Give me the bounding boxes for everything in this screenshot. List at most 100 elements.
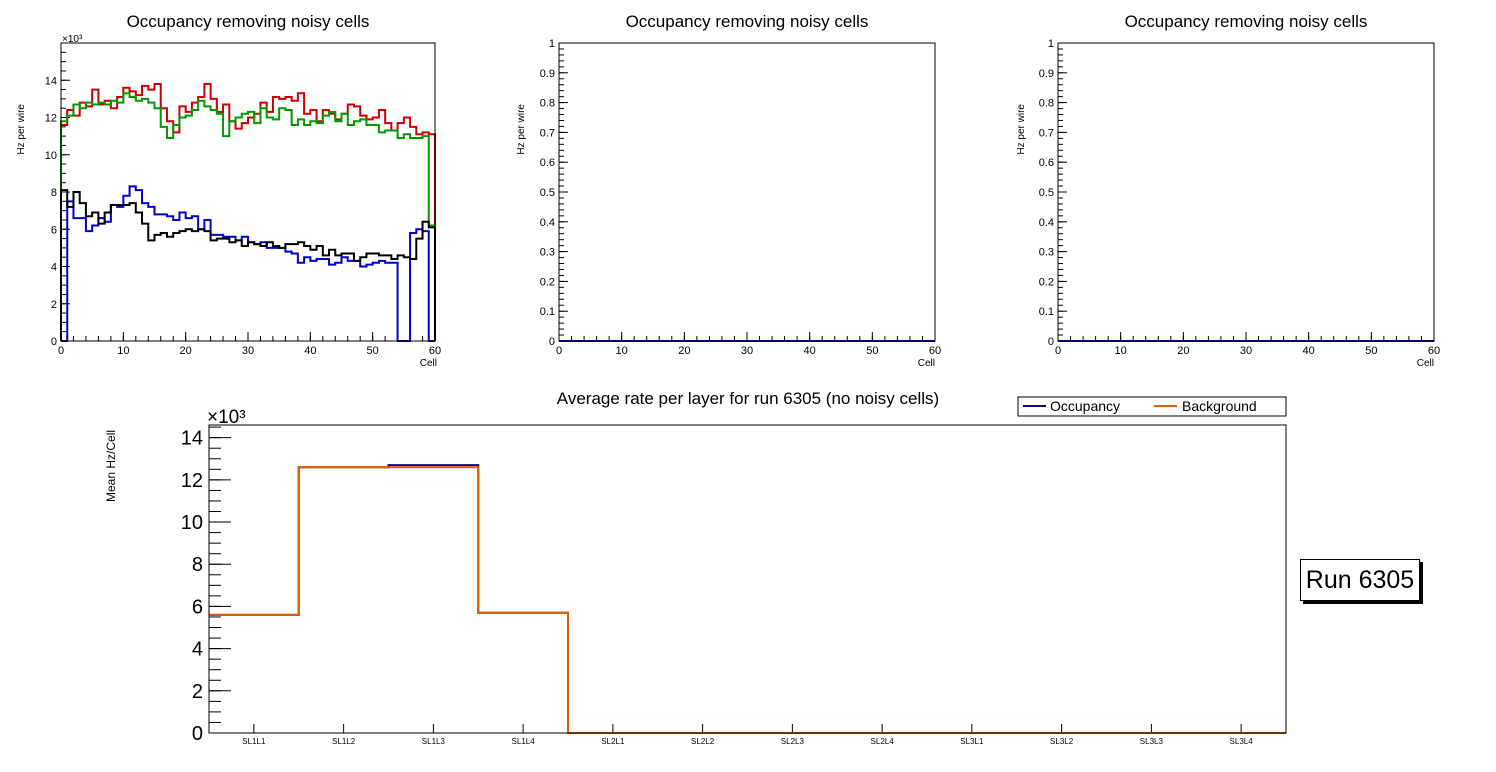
y-tick-label: 4 (51, 262, 57, 274)
y-tick-label: 0.5 (540, 187, 555, 199)
y-tick-label: 0.2 (1039, 276, 1054, 288)
plot-area: 00.10.20.30.40.50.60.70.80.910 10 20 30 40 50… (540, 38, 941, 357)
y-tick-label: 1 (549, 38, 555, 50)
x-tick-label: SL1L1 (242, 737, 266, 746)
y-axis-label: Hz per wire (16, 104, 27, 155)
y-tick-label: 0.8 (540, 98, 555, 110)
x-tick-label: SL3L1 (960, 737, 984, 746)
y-tick-label: 6 (192, 596, 203, 618)
x-tick-label: SL1L4 (512, 737, 536, 746)
y-tick-label: 10 (181, 512, 203, 534)
x-tick-label: SL2L2 (691, 737, 715, 746)
series-line-occupancy (209, 464, 1286, 734)
y-exponent-label: ×10³ (62, 34, 83, 45)
y-tick-label: 0.4 (1039, 217, 1054, 229)
x-tick-label: 50 (367, 345, 379, 357)
x-tick-label: SL3L2 (1050, 737, 1074, 746)
x-tick-label: 10 (616, 345, 628, 357)
x-tick-label: 0 (58, 345, 64, 357)
x-tick-label: 50 (1365, 345, 1377, 357)
series-line-l1 (60, 82, 436, 341)
y-tick-label: 0.1 (540, 306, 555, 318)
legend-label-background: Background (1182, 398, 1257, 414)
x-tick-label: 0 (556, 345, 562, 357)
x-tick-label: 50 (866, 345, 878, 357)
panel-3: Occupancy removing noisy cells Hz per wi… (1016, 12, 1440, 369)
y-tick-label: 0.3 (540, 247, 555, 259)
x-tick-label: SL1L3 (422, 737, 446, 746)
series-line-l4 (60, 189, 436, 341)
x-tick-label: 60 (429, 345, 441, 357)
plot-frame (558, 42, 936, 342)
x-axis-label: Cell (420, 358, 437, 369)
y-axis-label: Mean Hz/Cell (104, 430, 118, 502)
plot-area: 0 2 4 6 8 10 12 14 SL1L1 SL1L2 SL1L3 SL1L4 SL2L1 SL2L… (181, 426, 1286, 746)
y-tick-label: 12 (181, 470, 203, 492)
x-tick-label: 10 (117, 345, 129, 357)
y-tick-label: 1 (1048, 38, 1054, 50)
y-tick-label: 0.1 (1039, 306, 1054, 318)
x-tick-label: 20 (1177, 345, 1189, 357)
chart-title: Average rate per layer for run 6305 (no … (557, 389, 939, 408)
y-axis-label: Hz per wire (1016, 104, 1027, 155)
x-tick-label: SL1L2 (332, 737, 356, 746)
y-exponent-label: ×10³ (207, 407, 246, 428)
series-line-l3 (61, 185, 435, 342)
plot-frame (60, 42, 436, 342)
y-tick-label: 0.9 (540, 68, 555, 80)
y-tick-label: 2 (192, 681, 203, 703)
panel-1: Occupancy removing noisy cells Hz per wi… (16, 12, 441, 369)
y-tick-label: 0 (1048, 336, 1054, 348)
y-tick-label: 0.2 (540, 276, 555, 288)
plot-frame (208, 424, 1287, 734)
x-tick-label: 40 (1303, 345, 1315, 357)
y-tick-label: 0.8 (1039, 98, 1054, 110)
y-tick-label: 0.9 (1039, 68, 1054, 80)
y-tick-label: 14 (181, 428, 203, 450)
y-tick-label: 0 (192, 723, 203, 745)
x-axis-label: Cell (918, 358, 935, 369)
y-tick-label: 0.7 (1039, 127, 1054, 139)
y-tick-label: 0.6 (1039, 157, 1054, 169)
chart-title: Occupancy removing noisy cells (127, 12, 370, 31)
y-tick-label: 0.5 (1039, 187, 1054, 199)
y-tick-label: 0.4 (540, 217, 555, 229)
plot-area: 00.10.20.30.40.50.60.70.80.910 10 20 30 40 50… (1039, 38, 1440, 357)
x-tick-label: SL3L3 (1140, 737, 1164, 746)
chart-title: Occupancy removing noisy cells (1125, 12, 1368, 31)
series-line-background (209, 466, 1286, 734)
x-tick-label: 40 (304, 345, 316, 357)
y-tick-label: 6 (51, 224, 57, 236)
run-label-box: Run 6305 (1300, 559, 1420, 601)
legend-label-occupancy: Occupancy (1050, 398, 1120, 414)
y-tick-label: 0.3 (1039, 247, 1054, 259)
x-tick-label: 60 (929, 345, 941, 357)
legend-box (1017, 396, 1287, 417)
x-tick-label: 30 (1240, 345, 1252, 357)
y-axis-label: Hz per wire (516, 104, 527, 155)
y-tick-label: 14 (45, 75, 57, 87)
x-tick-label: 10 (1115, 345, 1127, 357)
legend: Occupancy Background (1017, 396, 1287, 417)
y-tick-label: 2 (51, 299, 57, 311)
y-tick-label: 0 (51, 336, 57, 348)
x-tick-label: SL2L4 (871, 737, 895, 746)
x-tick-label: 30 (741, 345, 753, 357)
y-tick-label: 0.7 (540, 127, 555, 139)
chart-title: Occupancy removing noisy cells (626, 12, 869, 31)
x-tick-label: 60 (1428, 345, 1440, 357)
y-tick-label: 10 (45, 150, 57, 162)
x-tick-label: 40 (804, 345, 816, 357)
x-tick-label: SL2L1 (601, 737, 625, 746)
x-tick-label: 20 (180, 345, 192, 357)
layer-summary-panel: Average rate per layer for run 6305 (no … (104, 389, 1287, 746)
y-tick-label: 12 (45, 113, 57, 125)
x-axis-label: Cell (1417, 358, 1434, 369)
y-tick-label: 4 (192, 639, 203, 661)
panel-2: Occupancy removing noisy cells Hz per wi… (516, 12, 941, 369)
y-tick-label: 8 (192, 554, 203, 576)
series-line-l2 (60, 92, 436, 341)
x-tick-label: SL2L3 (781, 737, 805, 746)
y-tick-label: 0 (549, 336, 555, 348)
